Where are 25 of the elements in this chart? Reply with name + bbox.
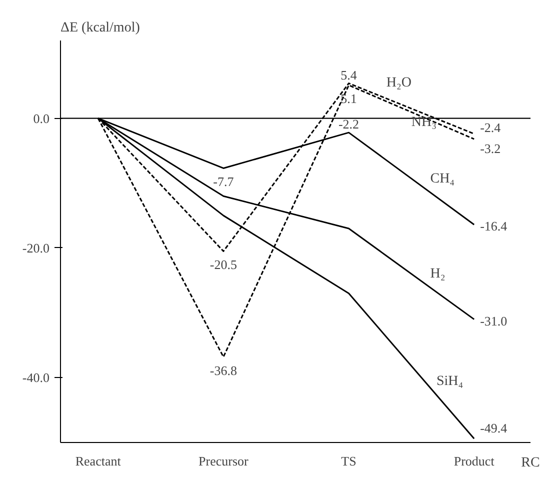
data-label: -20.5 — [210, 257, 237, 272]
data-label: -2.2 — [338, 116, 360, 132]
series-label: NH₃ — [411, 115, 437, 130]
data-label: -3.2 — [480, 141, 501, 156]
x-tick-label: Precursor — [198, 454, 250, 468]
y-axis-title: ΔE (kcal/mol) — [60, 20, 140, 36]
data-label: -31.0 — [480, 313, 508, 328]
x-tick-label: Reactant — [75, 454, 122, 468]
y-tick-label: -40.0 — [22, 370, 50, 386]
data-label: -16.4 — [480, 218, 508, 234]
series-label: CH₄ — [430, 171, 455, 186]
data-label: -49.4 — [480, 420, 508, 436]
data-label: 5.4 — [340, 67, 358, 82]
data-label: -2.4 — [480, 120, 502, 135]
x-axis-title: RC — [521, 456, 540, 470]
y-tick-label: 0.0 — [33, 110, 50, 126]
x-tick-label: TS — [341, 454, 356, 468]
y-tick-label: -20.0 — [22, 240, 50, 256]
data-label: 5.1 — [340, 91, 357, 106]
series-label: H₂ — [430, 266, 446, 282]
data-label: -36.8 — [210, 362, 237, 378]
x-tick-label: Product — [454, 454, 495, 468]
series-label: H₂O — [386, 75, 412, 90]
data-label: -7.7 — [213, 174, 234, 190]
series-label: SiH₄ — [436, 374, 464, 390]
